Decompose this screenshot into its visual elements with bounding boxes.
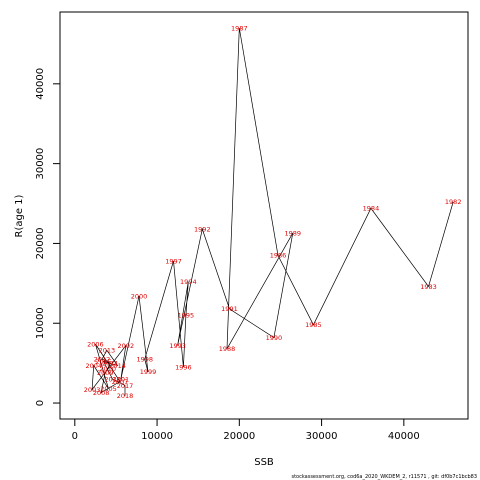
point-label-1989: 1989 [285, 229, 302, 237]
point-label-2007: 2007 [112, 378, 129, 386]
plot-frame [59, 11, 469, 420]
point-labels: 1982 1983 1984 1985 1986 1987 1988 1989 1990 1991… [84, 24, 462, 400]
point-label-2016: 2016 [104, 375, 121, 383]
point-label-1991: 1991 [221, 305, 238, 313]
point-label-1990: 1990 [266, 334, 283, 342]
point-label-1986: 1986 [270, 252, 287, 260]
point-label-1994: 1994 [180, 278, 197, 286]
point-label-2006: 2006 [87, 340, 104, 348]
x-axis-label: SSB [254, 457, 274, 468]
x-tick-label: 10000 [141, 431, 173, 442]
y-tick-label: 0 [35, 400, 46, 406]
footer-credit: stockassessment.org, cod6a_2020_WKDEM_2,… [291, 474, 477, 480]
point-label-2000: 2000 [131, 292, 148, 300]
point-label-2003: 2003 [84, 386, 101, 394]
x-tick-label: 40000 [388, 431, 420, 442]
point-label-1992: 1992 [194, 225, 211, 233]
x-tick-label: 30000 [306, 431, 338, 442]
y-tick-label: 10000 [35, 307, 46, 339]
point-label-1995: 1995 [178, 312, 195, 320]
point-label-1996: 1996 [175, 363, 192, 371]
point-label-2009: 2009 [97, 369, 114, 377]
x-tick-label: 0 [72, 431, 78, 442]
point-label-1988: 1988 [219, 345, 236, 353]
point-label-2008: 2008 [93, 389, 110, 397]
y-tick-label: 40000 [35, 68, 46, 100]
point-label-1999: 1999 [140, 368, 157, 376]
point-label-2012: 2012 [94, 355, 111, 363]
point-label-2001: 2001 [113, 375, 130, 383]
point-label-2017: 2017 [117, 382, 134, 390]
x-tick-label: 20000 [223, 431, 255, 442]
point-label-1987: 1987 [231, 24, 248, 32]
point-label-1984: 1984 [363, 205, 380, 213]
y-tick-label: 30000 [35, 148, 46, 180]
point-label-2015: 2015 [95, 358, 112, 366]
point-label-1993: 1993 [169, 342, 186, 350]
point-label-2011: 2011 [102, 359, 119, 367]
point-label-2004: 2004 [85, 362, 102, 370]
point-label-2014: 2014 [109, 362, 126, 370]
point-label-1997: 1997 [165, 257, 182, 265]
point-label-1998: 1998 [136, 355, 153, 363]
point-label-2002: 2002 [118, 342, 135, 350]
point-label-2005: 2005 [100, 385, 117, 393]
y-axis-label: R(age 1) [14, 194, 25, 237]
point-label-2010: 2010 [99, 365, 116, 373]
point-label-1985: 1985 [305, 321, 322, 329]
axis-ticks: 0 10000 20000 30000 40000 0 10000 20000 30000 400… [35, 68, 420, 442]
series-line [91, 27, 454, 396]
y-tick-label: 20000 [35, 228, 46, 260]
point-label-2013: 2013 [99, 347, 116, 355]
point-label-2018: 2018 [117, 392, 134, 400]
point-label-1982: 1982 [445, 198, 462, 206]
point-label-1983: 1983 [420, 283, 437, 291]
